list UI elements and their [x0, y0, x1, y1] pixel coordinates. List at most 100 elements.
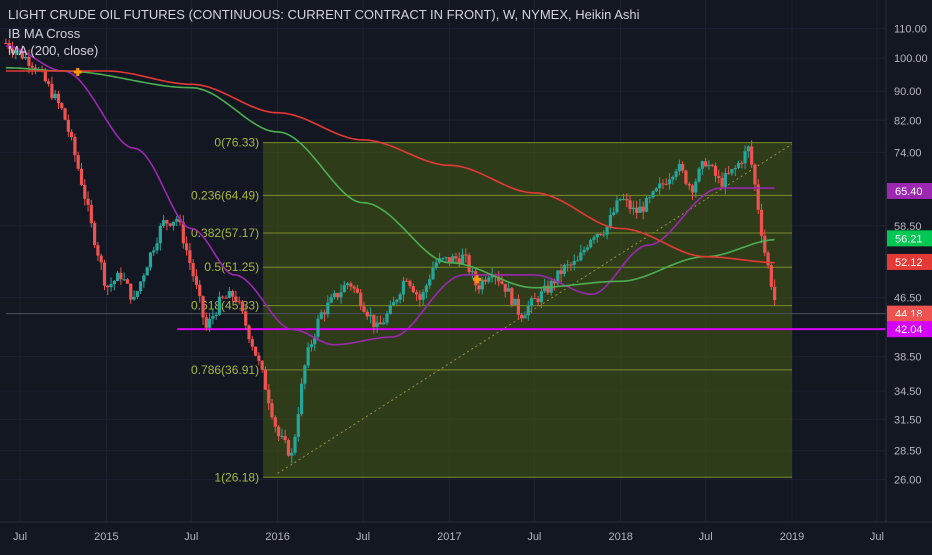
candle: [766, 252, 770, 266]
candle: [145, 267, 149, 276]
candle: [497, 276, 501, 282]
candle: [270, 403, 274, 418]
candle: [116, 272, 120, 282]
candle: [129, 283, 133, 300]
candle: [303, 365, 307, 384]
price-label-text: 65.40: [895, 186, 923, 198]
candle: [444, 257, 448, 259]
candle: [382, 322, 386, 325]
candle: [290, 452, 294, 456]
candle: [575, 260, 580, 262]
indicator-legend-ma-200[interactable]: MA (200, close): [8, 43, 99, 58]
candle: [467, 255, 471, 272]
candle: [559, 270, 563, 275]
candle: [730, 169, 734, 174]
candle: [313, 336, 317, 345]
candle: [654, 188, 658, 192]
candle: [329, 297, 333, 303]
fib-level-label: 0.618(45.33): [191, 299, 259, 313]
candle: [746, 146, 750, 152]
candle: [398, 294, 402, 300]
candle: [89, 204, 93, 224]
price-tick-label: 46.50: [894, 293, 922, 305]
candle: [70, 131, 74, 138]
candle: [753, 164, 757, 185]
candle: [740, 162, 744, 164]
candle: [513, 298, 517, 305]
candle: [63, 108, 67, 120]
candle: [651, 191, 655, 198]
candle: [520, 314, 524, 319]
candle: [276, 426, 281, 437]
price-label-bg: [887, 253, 932, 270]
candle: [260, 360, 264, 370]
candle: [644, 198, 649, 212]
candle: [244, 311, 248, 326]
candle: [552, 280, 557, 284]
candle: [171, 221, 176, 226]
candle: [352, 286, 356, 289]
time-tick-label: Jul: [184, 531, 198, 543]
candle: [526, 306, 530, 316]
candle: [135, 291, 139, 297]
candle: [773, 286, 777, 301]
candle: [769, 265, 773, 287]
candle: [332, 293, 337, 298]
candle: [60, 103, 64, 109]
candle: [605, 226, 609, 235]
candle: [362, 306, 366, 312]
candle: [309, 344, 314, 348]
candle: [191, 263, 195, 277]
price-tick-label: 28.50: [894, 446, 922, 458]
candle: [763, 235, 767, 253]
candle: [10, 48, 15, 54]
ma-cross-marker: [73, 67, 82, 76]
price-label-bg: [887, 182, 932, 199]
moving-average-line: [5, 70, 775, 264]
price-label-badge: 42.04: [887, 321, 932, 338]
candle: [674, 171, 678, 177]
price-label-bg: [887, 321, 932, 338]
candle: [247, 325, 251, 340]
candle: [30, 65, 34, 68]
candle: [125, 279, 130, 284]
price-tick-label: 58.50: [894, 221, 922, 233]
candle: [460, 254, 465, 264]
fib-level-label: 0.382(57.17): [191, 226, 259, 240]
candle: [119, 272, 123, 280]
candle: [168, 223, 172, 226]
candle: [592, 237, 596, 240]
candle: [365, 311, 369, 317]
candle: [221, 296, 225, 298]
candle: [109, 284, 113, 288]
time-tick-label: Jul: [870, 531, 884, 543]
candle: [671, 176, 675, 180]
candle: [306, 347, 310, 366]
price-label-text: 52.12: [895, 257, 923, 269]
candle: [710, 164, 714, 166]
candle: [50, 83, 54, 99]
indicator-legend-ma-cross[interactable]: IB MA Cross: [8, 26, 81, 41]
candle: [411, 285, 415, 293]
candle: [211, 316, 215, 319]
candle: [391, 302, 396, 306]
fibonacci-retracement: 0(76.33) 0.236(64.49) 0.382(57.17) 0.5(51.2…: [191, 136, 792, 484]
candle: [43, 70, 47, 82]
candle: [47, 81, 51, 84]
candle: [372, 314, 376, 327]
candle: [207, 318, 212, 328]
candles: [4, 38, 777, 464]
candle: [375, 322, 379, 327]
candle: [638, 206, 642, 213]
candle: [503, 283, 507, 292]
time-tick-label: Jul: [699, 531, 713, 543]
candle: [378, 322, 383, 325]
candle: [487, 277, 491, 282]
candle: [533, 298, 537, 300]
candle: [224, 297, 228, 299]
candle: [148, 252, 153, 268]
fib-level-label: 1(26.18): [214, 470, 259, 484]
candle: [286, 440, 291, 456]
